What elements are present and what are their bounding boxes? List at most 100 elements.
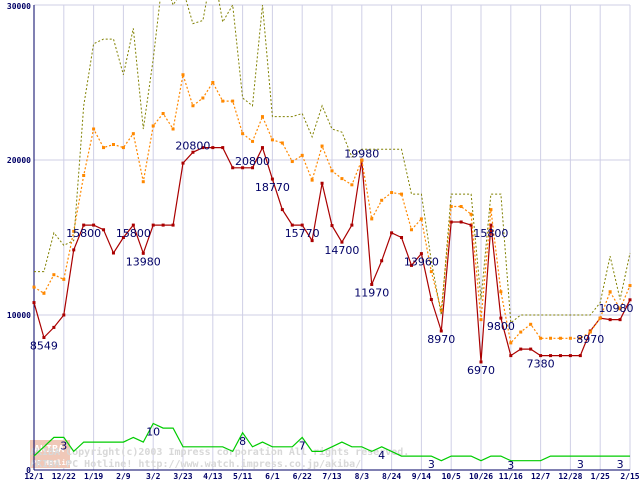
- series-point-0: [519, 347, 523, 351]
- series-point-0: [618, 318, 622, 322]
- series-point-1: [618, 307, 622, 311]
- series-point-1: [231, 99, 235, 103]
- series-point-1: [429, 270, 433, 274]
- data-label: 8549: [30, 339, 58, 352]
- x-tick-label: 8/24: [382, 472, 401, 480]
- series-point-0: [52, 325, 56, 329]
- series-point-0: [102, 228, 106, 232]
- series-point-1: [340, 177, 344, 181]
- series-point-1: [400, 192, 404, 196]
- data-label: 15800: [116, 227, 151, 240]
- x-tick-label: 6/22: [293, 472, 312, 480]
- series-point-1: [241, 132, 245, 136]
- series-point-1: [92, 127, 96, 131]
- y-tick-label: 20000: [7, 156, 31, 165]
- series-point-0: [558, 354, 562, 358]
- series-point-0: [330, 224, 334, 228]
- series-point-0: [429, 298, 433, 301]
- data-label: 13980: [126, 255, 161, 268]
- series-point-1: [509, 341, 513, 345]
- series-lines: [32, 0, 632, 462]
- series-point-1: [211, 81, 215, 84]
- series-point-1: [380, 198, 384, 202]
- count-label: 4: [378, 449, 385, 462]
- x-tick-label: 5/11: [233, 472, 252, 480]
- x-tick-label: 7/13: [322, 472, 341, 480]
- data-label: 15800: [66, 227, 101, 240]
- series-point-0: [320, 181, 324, 185]
- series-point-0: [370, 282, 374, 286]
- series-point-0: [211, 146, 215, 150]
- series-point-0: [191, 150, 195, 154]
- x-tick-label: 3/23: [173, 472, 192, 480]
- watermark-logo-top: AKIBA: [34, 444, 64, 455]
- series-point-1: [181, 73, 185, 77]
- x-tick-label: 9/14: [412, 472, 431, 480]
- series-point-1: [72, 229, 76, 233]
- series-point-1: [201, 96, 205, 100]
- series-point-0: [111, 251, 115, 255]
- series-point-1: [131, 132, 135, 136]
- series-point-1: [221, 99, 225, 103]
- series-point-1: [519, 330, 523, 334]
- series-point-0: [469, 223, 473, 227]
- data-label: 18770: [255, 181, 290, 194]
- series-point-0: [42, 335, 46, 339]
- data-label: 9800: [487, 320, 515, 333]
- series-point-0: [350, 223, 354, 227]
- series-point-0: [62, 313, 66, 317]
- series-point-0: [568, 354, 572, 358]
- series-point-1: [539, 336, 543, 340]
- series-point-0: [529, 347, 533, 351]
- count-label: 3: [428, 458, 435, 471]
- count-label: 3: [507, 459, 514, 472]
- y-tick-label: 10000: [7, 311, 31, 320]
- series-point-0: [449, 220, 453, 224]
- series-point-1: [588, 330, 592, 334]
- data-label: 20800: [235, 155, 270, 168]
- x-tick-label: 12/7: [531, 472, 550, 480]
- x-tick-label: 2/15: [620, 472, 639, 480]
- series-point-1: [310, 178, 314, 182]
- series-point-0: [549, 354, 553, 358]
- x-tick-label: 2/9: [116, 472, 131, 480]
- x-tick-label: 6/1: [265, 472, 280, 480]
- series-point-0: [151, 223, 155, 227]
- series-point-1: [191, 104, 195, 108]
- x-tick-label: 11/16: [499, 472, 523, 480]
- series-line-2: [34, 0, 631, 324]
- series-point-0: [201, 146, 205, 150]
- series-point-1: [161, 112, 165, 115]
- series-point-1: [529, 322, 533, 326]
- data-label: 8970: [576, 333, 604, 346]
- data-label: 20800: [175, 139, 210, 152]
- series-point-0: [181, 161, 185, 165]
- data-label: 15800: [473, 227, 508, 240]
- grid: [33, 4, 631, 471]
- series-point-0: [260, 146, 264, 150]
- series-point-1: [330, 169, 334, 173]
- series-point-1: [42, 291, 46, 295]
- watermark-logo-bottom: PC Hotline!: [32, 459, 78, 467]
- series-point-1: [300, 153, 304, 157]
- series-point-1: [270, 138, 274, 142]
- series-point-1: [469, 212, 473, 216]
- series-point-1: [578, 336, 582, 340]
- series-point-0: [82, 223, 86, 227]
- count-label: 3: [617, 458, 624, 471]
- series-point-0: [459, 220, 463, 224]
- series-point-1: [568, 336, 572, 340]
- series-point-1: [32, 285, 36, 289]
- series-point-1: [499, 290, 503, 294]
- series-point-1: [479, 318, 483, 322]
- series-point-1: [121, 146, 125, 150]
- series-point-0: [479, 360, 483, 364]
- x-tick-label: 1/25: [591, 472, 610, 480]
- count-label: 3: [60, 439, 67, 452]
- series-point-0: [121, 236, 125, 239]
- series-point-1: [102, 146, 106, 150]
- count-label: 7: [299, 439, 306, 452]
- series-point-1: [62, 277, 66, 281]
